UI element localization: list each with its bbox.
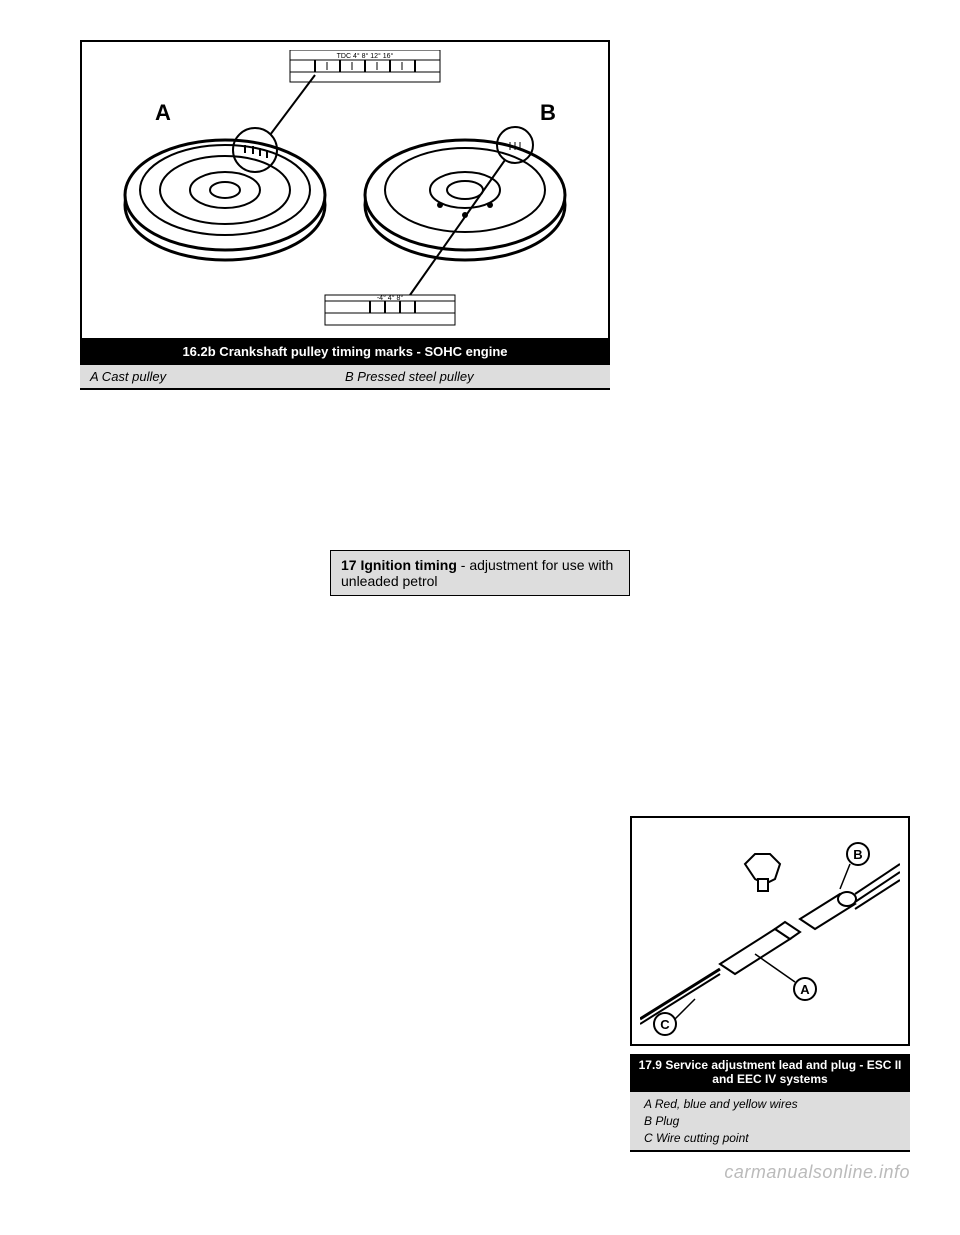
svg-text:B: B: [853, 847, 862, 862]
figure-1-legend-a: A Cast pulley: [90, 369, 345, 384]
svg-text:A: A: [800, 982, 810, 997]
figure-1: TDC 4° 8° 12° 16° A B: [80, 40, 610, 390]
section-title: Ignition timing: [360, 557, 456, 573]
figure-1-diagram: TDC 4° 8° 12° 16° A B: [80, 40, 610, 340]
pulley-diagram-svg: TDC 4° 8° 12° 16° A B: [95, 50, 595, 330]
svg-text:A: A: [155, 100, 171, 125]
figure-2: B A C 17.9 Service adjustment lead and p…: [630, 816, 910, 1152]
figure-2-legend-c: C Wire cutting point: [644, 1130, 896, 1147]
section-heading-box: 17 Ignition timing - adjustment for use …: [330, 550, 630, 596]
figure-1-legend-b: B Pressed steel pulley: [345, 369, 600, 384]
figure-2-caption: 17.9 Service adjustment lead and plug - …: [630, 1054, 910, 1090]
figure-2-diagram: B A C: [630, 816, 910, 1046]
figure-2-legend-b: B Plug: [644, 1113, 896, 1130]
plug-diagram-svg: B A C: [640, 824, 900, 1039]
figure-1-legend: A Cast pulley B Pressed steel pulley: [80, 363, 610, 390]
figure-2-legend-a: A Red, blue and yellow wires: [644, 1096, 896, 1113]
svg-text:TDC 4° 8° 12° 16°: TDC 4° 8° 12° 16°: [337, 52, 394, 60]
figure-1-caption: 16.2b Crankshaft pulley timing marks - S…: [80, 340, 610, 363]
svg-text:B: B: [540, 100, 556, 125]
watermark: carmanualsonline.info: [50, 1162, 910, 1183]
section-number: 17: [341, 557, 357, 573]
figure-2-legend: A Red, blue and yellow wires B Plug C Wi…: [630, 1090, 910, 1152]
svg-text:-4° 4° 8°: -4° 4° 8°: [377, 294, 403, 302]
svg-text:C: C: [660, 1017, 670, 1032]
